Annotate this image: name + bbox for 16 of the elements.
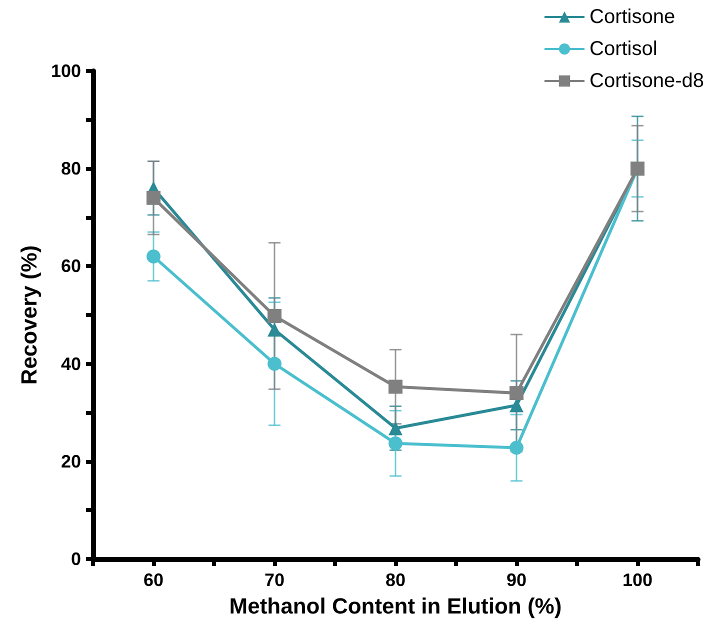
y-tick-label: 100	[50, 61, 81, 81]
x-tick-label: 80	[385, 570, 406, 590]
x-tick-label: 90	[506, 570, 527, 590]
x-axis-title: Methanol Content in Elution (%)	[229, 594, 562, 618]
x-tick-label: 100	[622, 570, 653, 590]
y-tick-label: 0	[70, 549, 81, 569]
y-tick-label: 80	[60, 158, 81, 179]
legend-label: Cortisol	[590, 38, 658, 60]
y-tick-label: 40	[60, 354, 81, 374]
x-tick-label: 70	[264, 570, 285, 590]
legend-label: Cortisone-d8	[590, 70, 704, 92]
x-tick-label: 60	[143, 570, 164, 590]
y-tick-label: 20	[60, 451, 81, 472]
y-tick-label: 60	[60, 256, 81, 276]
y-axis-title: Recovery (%)	[16, 245, 42, 385]
legend-label: Cortisone	[590, 6, 676, 28]
